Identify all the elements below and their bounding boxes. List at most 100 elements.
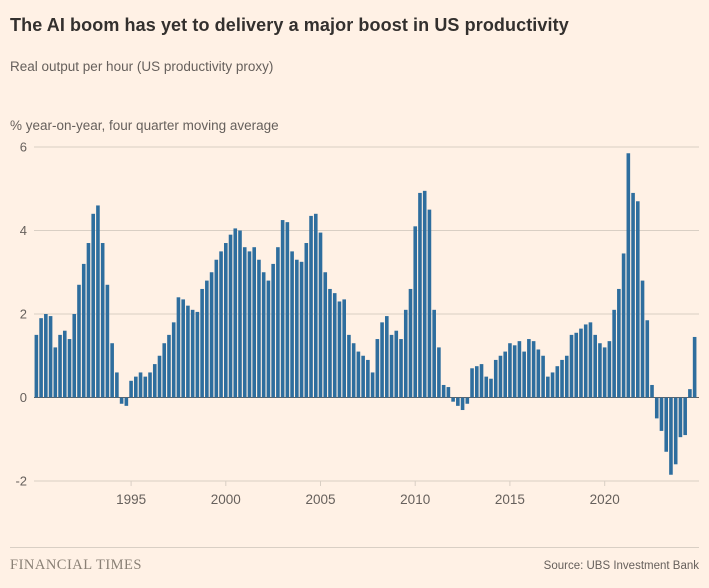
- y-axis-tick-label: 2: [20, 306, 27, 321]
- bar: [252, 246, 257, 397]
- bar: [119, 397, 124, 404]
- bar: [351, 342, 356, 397]
- bar: [422, 190, 427, 397]
- bar: [323, 271, 328, 397]
- bar: [673, 397, 678, 464]
- bar: [612, 309, 616, 397]
- bar: [318, 232, 323, 397]
- x-axis-tick-label: 2005: [305, 492, 335, 507]
- bar: [588, 321, 593, 397]
- bar: [664, 397, 669, 452]
- bar: [569, 334, 574, 398]
- bar: [134, 376, 138, 398]
- bar: [512, 344, 517, 397]
- x-axis-tick-label: 2010: [400, 492, 430, 507]
- bar: [332, 292, 337, 398]
- bar: [110, 342, 114, 397]
- bar: [522, 351, 526, 397]
- bar: [574, 332, 579, 397]
- bar: [100, 242, 105, 397]
- bar: [375, 338, 380, 397]
- bar: [347, 334, 351, 398]
- bar: [233, 227, 238, 397]
- bar: [621, 252, 626, 397]
- bar: [295, 259, 299, 397]
- bar: [53, 346, 58, 397]
- y-axis-tick-label: 4: [20, 223, 27, 238]
- x-axis-tick-label: 2000: [211, 492, 241, 507]
- footer: FINANCIAL TIMES Source: UBS Investment B…: [10, 547, 699, 574]
- bar: [508, 342, 512, 397]
- bar: [276, 246, 280, 397]
- bar: [441, 384, 446, 397]
- bar: [399, 338, 403, 397]
- bar: [489, 378, 493, 397]
- bar: [280, 219, 285, 397]
- bar: [115, 371, 119, 397]
- chart-subtitle: Real output per hour (US productivity pr…: [10, 58, 274, 74]
- bar: [86, 242, 91, 397]
- bar: [228, 234, 233, 397]
- bar: [81, 263, 86, 397]
- bar: [214, 259, 219, 397]
- bar: [446, 386, 451, 397]
- bar: [640, 280, 645, 397]
- bar: [176, 296, 181, 397]
- bar: [257, 259, 261, 397]
- bar: [224, 242, 228, 397]
- bar: [683, 397, 687, 435]
- chart-area: -2 0 2 4 6 1995 2000 2005 2010 2015 2020: [10, 139, 699, 516]
- bar: [659, 397, 664, 431]
- bar: [181, 298, 185, 397]
- bar: [77, 284, 81, 397]
- bar: [167, 334, 171, 398]
- bar: [413, 225, 418, 397]
- bar: [560, 359, 564, 397]
- bar: [678, 397, 683, 437]
- bar: [474, 365, 479, 397]
- bar: [564, 355, 569, 397]
- bar: [299, 261, 304, 397]
- bar: [58, 334, 62, 398]
- bar: [617, 288, 621, 397]
- bar: [645, 319, 650, 397]
- bar: [669, 397, 673, 475]
- bar: [527, 338, 531, 397]
- bar: [271, 263, 275, 397]
- bar: [484, 376, 489, 398]
- bar: [190, 309, 195, 397]
- x-axis-tick-label: 2020: [590, 492, 620, 507]
- x-axis-tick-label: 1995: [116, 492, 146, 507]
- bar: [437, 346, 441, 397]
- bar: [470, 367, 474, 397]
- bar: [313, 213, 318, 397]
- bar: [285, 221, 290, 397]
- bar: [219, 250, 223, 398]
- bar: [451, 397, 455, 402]
- bar: [124, 397, 129, 406]
- bar: [356, 351, 361, 397]
- y-axis-unit-label: % year-on-year, four quarter moving aver…: [10, 117, 279, 133]
- bar: [636, 200, 640, 397]
- source-credit: Source: UBS Investment Bank: [543, 560, 699, 572]
- bar: [546, 376, 550, 398]
- bar: [39, 317, 43, 397]
- financial-times-logo: FINANCIAL TIMES: [10, 557, 142, 573]
- bar: [631, 192, 635, 397]
- bar: [138, 371, 143, 397]
- bar: [148, 371, 152, 397]
- bar: [105, 284, 110, 397]
- bar: [385, 315, 389, 397]
- bar: [650, 384, 654, 397]
- bar: [186, 305, 190, 397]
- bar: [91, 213, 95, 397]
- bar: [342, 298, 346, 397]
- y-axis-tick-label: -2: [15, 473, 27, 488]
- bar: [48, 315, 53, 397]
- bar: [96, 204, 100, 397]
- bar: [129, 380, 133, 397]
- bar: [536, 348, 541, 397]
- bar: [242, 246, 247, 397]
- bar: [290, 250, 294, 398]
